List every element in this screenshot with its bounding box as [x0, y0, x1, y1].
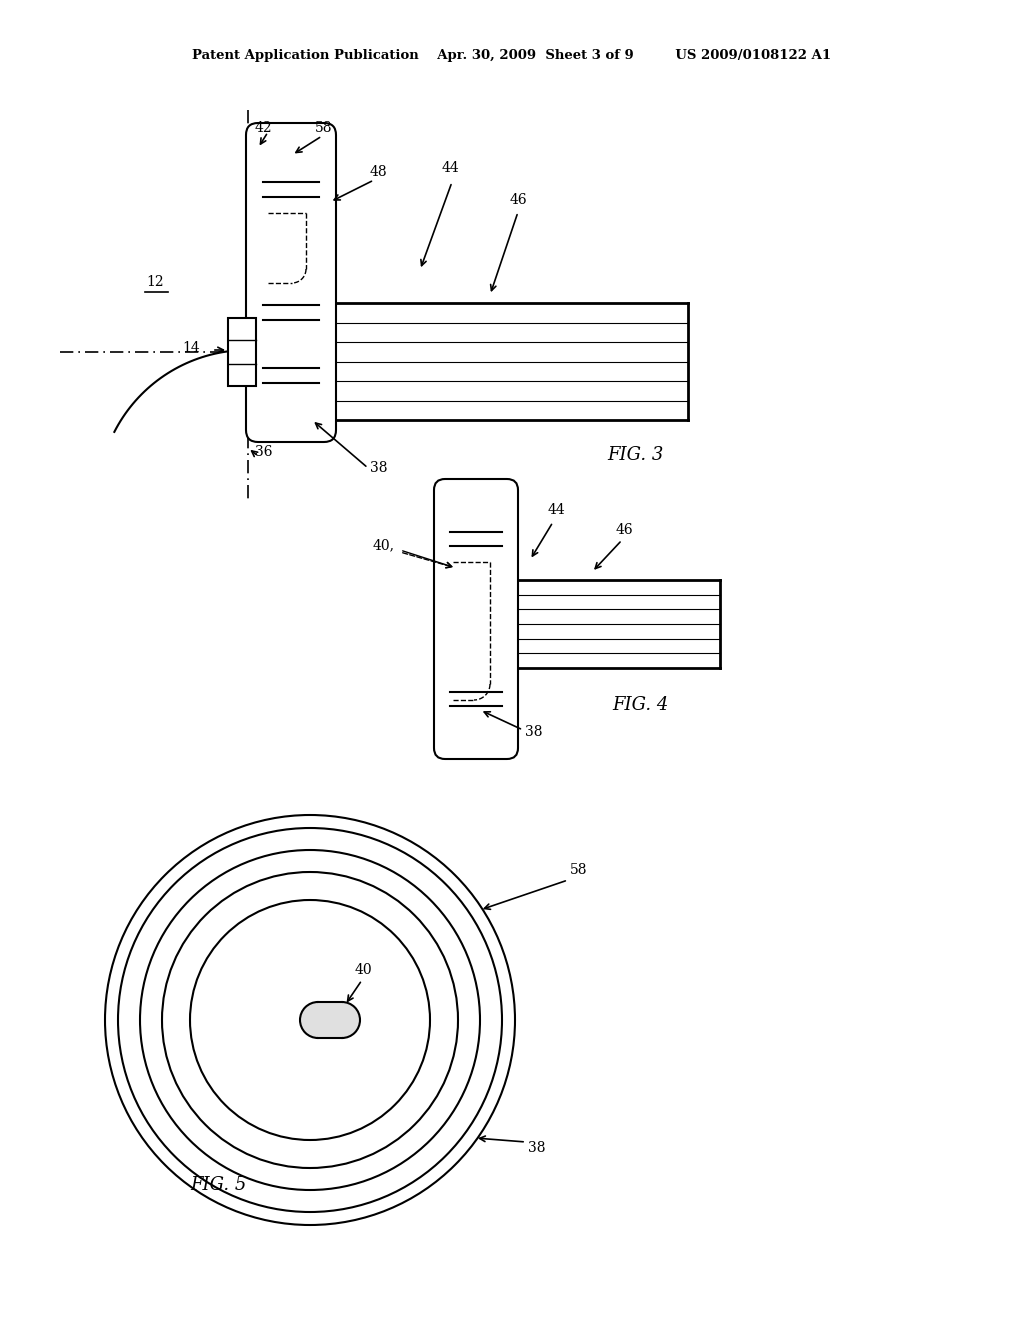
Text: 38: 38	[525, 725, 543, 739]
Text: 40,: 40,	[373, 539, 395, 552]
Text: 44: 44	[442, 161, 460, 176]
Text: 48: 48	[370, 165, 388, 180]
Text: FIG. 5: FIG. 5	[189, 1176, 246, 1195]
Text: 58: 58	[315, 121, 333, 135]
Circle shape	[105, 814, 515, 1225]
Bar	[228, 318, 256, 385]
Circle shape	[162, 873, 458, 1168]
Text: 14: 14	[182, 341, 200, 355]
Text: 40: 40	[355, 964, 373, 977]
Text: Patent Application Publication    Apr. 30, 2009  Sheet 3 of 9         US 2009/01: Patent Application Publication Apr. 30, …	[193, 49, 831, 62]
Text: 12: 12	[146, 275, 164, 289]
Text: 58: 58	[570, 863, 588, 876]
Text: 44: 44	[548, 503, 565, 517]
Text: 42: 42	[255, 121, 272, 135]
Circle shape	[118, 828, 502, 1212]
Bar	[318, 1002, 342, 1038]
Text: FIG. 3: FIG. 3	[607, 446, 664, 465]
Text: 36: 36	[255, 445, 272, 459]
FancyBboxPatch shape	[434, 479, 518, 759]
Text: 38: 38	[370, 461, 387, 475]
Circle shape	[300, 1002, 336, 1038]
Text: 46: 46	[510, 193, 527, 207]
Text: 38: 38	[528, 1140, 546, 1155]
Circle shape	[324, 1002, 360, 1038]
FancyBboxPatch shape	[246, 123, 336, 442]
Text: FIG. 4: FIG. 4	[611, 696, 669, 714]
Text: 46: 46	[616, 523, 634, 537]
Circle shape	[190, 900, 430, 1140]
Circle shape	[140, 850, 480, 1191]
